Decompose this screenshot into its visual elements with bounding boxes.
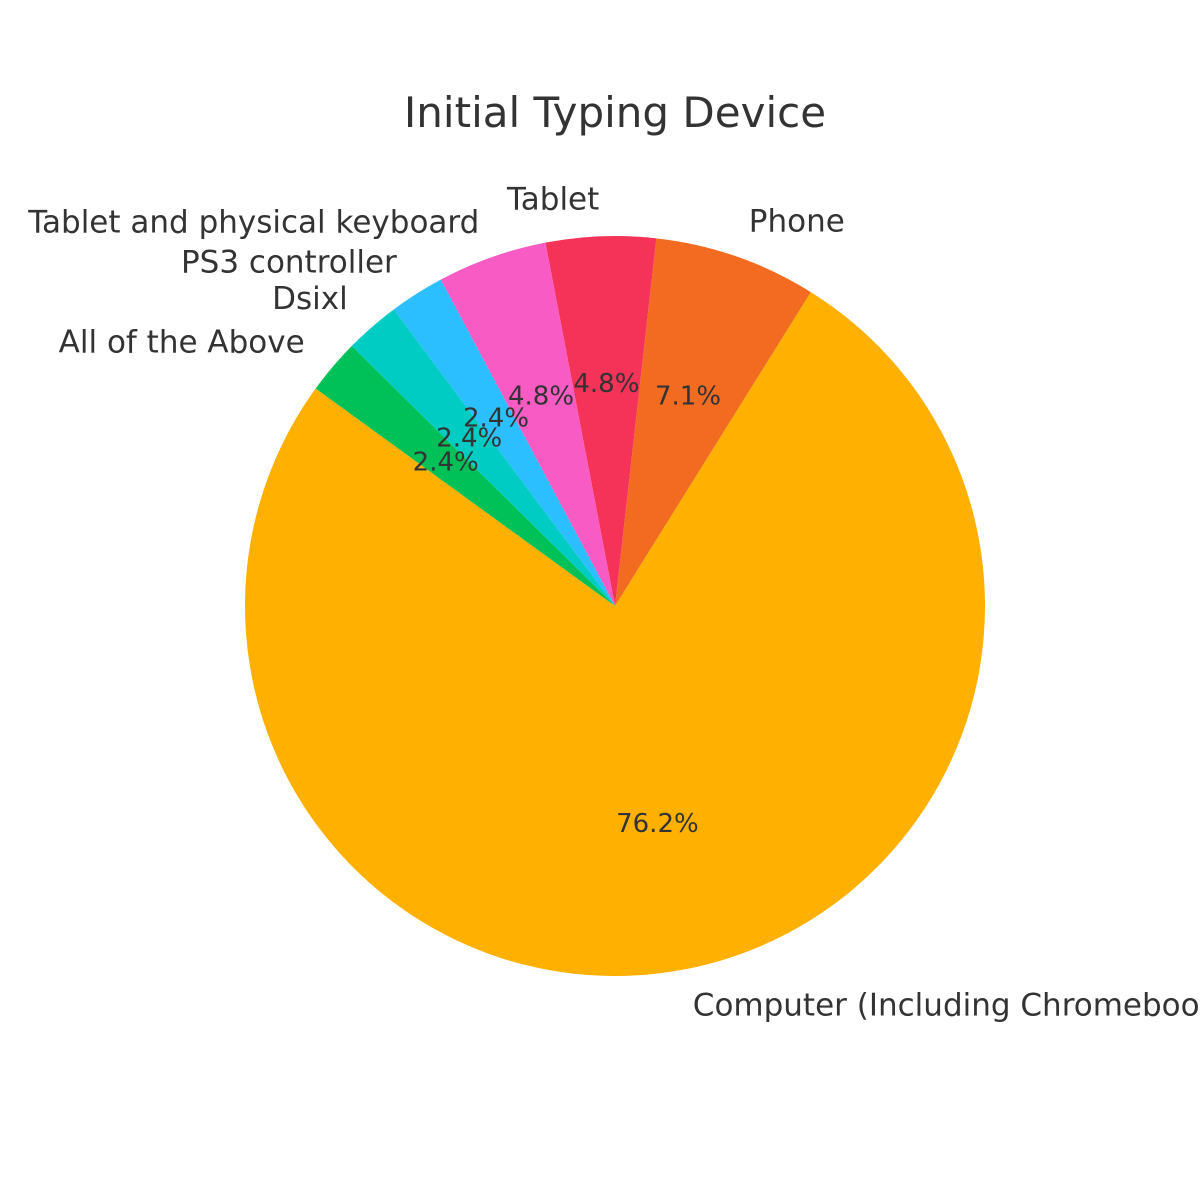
slice-label-phone: Phone: [749, 204, 845, 240]
slice-label-tablet-and-physical-keyboard: Tablet and physical keyboard: [27, 204, 479, 240]
slice-label-dsixl: Dsixl: [272, 281, 348, 317]
pct-label-ps3-controller: 2.4%: [463, 404, 529, 434]
slice-label-ps3-controller: PS3 controller: [181, 244, 397, 280]
pct-label-tablet-and-physical-keyboard: 4.8%: [508, 382, 574, 412]
pie-slices: [244, 236, 985, 977]
pct-label-all-of-the-above: 2.4%: [413, 447, 479, 477]
pie-labels: Computer (Including Chromebook) 76.2% Phon…: [27, 181, 1200, 1023]
pie-slice-phone: [615, 238, 811, 606]
pct-label-dsixl: 2.4%: [436, 424, 502, 454]
pie-slice-tablet: [545, 236, 657, 606]
slice-label-computer-including-chromebook: Computer (Including Chromebook): [693, 988, 1200, 1024]
pie-slice-ps3-controller: [393, 279, 615, 606]
pie-slice-tablet-and-physical-keyboard: [440, 242, 615, 607]
slice-label-all-of-the-above: All of the Above: [59, 325, 305, 361]
slice-label-tablet: Tablet: [506, 181, 599, 217]
pct-label-phone: 7.1%: [655, 381, 721, 411]
pie-slice-dsixl: [351, 309, 615, 606]
pie-slice-all-of-the-above: [315, 346, 615, 606]
pie-slice-computer-including-chromebook: [244, 292, 985, 977]
pct-label-computer-including-chromebook: 76.2%: [616, 809, 699, 839]
pct-label-tablet: 4.8%: [573, 369, 639, 399]
chart-title: Initial Typing Device: [404, 88, 826, 137]
